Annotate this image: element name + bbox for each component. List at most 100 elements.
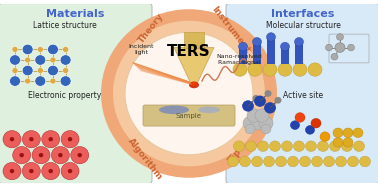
Text: Tip: Tip bbox=[226, 147, 243, 165]
Circle shape bbox=[63, 46, 69, 52]
Bar bbox=[295, 42, 303, 64]
Circle shape bbox=[10, 169, 14, 173]
Circle shape bbox=[288, 156, 299, 167]
Circle shape bbox=[12, 68, 18, 73]
Circle shape bbox=[266, 33, 276, 41]
Circle shape bbox=[13, 147, 31, 164]
Circle shape bbox=[234, 141, 245, 151]
Circle shape bbox=[25, 57, 31, 63]
Text: Incident
light: Incident light bbox=[128, 44, 154, 55]
Circle shape bbox=[22, 131, 40, 148]
Circle shape bbox=[37, 46, 43, 52]
Ellipse shape bbox=[113, 21, 265, 166]
Circle shape bbox=[276, 156, 287, 167]
Text: Materials: Materials bbox=[46, 9, 104, 19]
Circle shape bbox=[243, 116, 257, 130]
Circle shape bbox=[22, 162, 40, 180]
Circle shape bbox=[39, 153, 43, 157]
Circle shape bbox=[253, 38, 262, 46]
Circle shape bbox=[240, 156, 251, 167]
Circle shape bbox=[280, 42, 290, 51]
Circle shape bbox=[308, 63, 322, 76]
Circle shape bbox=[3, 131, 21, 148]
Circle shape bbox=[311, 156, 322, 167]
Circle shape bbox=[341, 141, 353, 151]
FancyBboxPatch shape bbox=[0, 4, 152, 184]
Circle shape bbox=[77, 153, 82, 157]
Circle shape bbox=[295, 113, 305, 122]
Circle shape bbox=[247, 109, 261, 122]
Circle shape bbox=[343, 128, 353, 138]
Circle shape bbox=[32, 147, 50, 164]
Circle shape bbox=[68, 169, 72, 173]
Circle shape bbox=[331, 53, 338, 60]
Circle shape bbox=[251, 156, 262, 167]
Bar bbox=[239, 46, 247, 64]
Circle shape bbox=[330, 141, 341, 151]
Text: Molecular structure: Molecular structure bbox=[266, 21, 341, 30]
Circle shape bbox=[299, 156, 310, 167]
Circle shape bbox=[324, 156, 335, 167]
Circle shape bbox=[35, 76, 46, 86]
Text: TERS: TERS bbox=[167, 44, 211, 59]
Circle shape bbox=[265, 103, 276, 113]
Text: Active site: Active site bbox=[283, 91, 323, 100]
Polygon shape bbox=[174, 48, 214, 86]
Bar bbox=[281, 46, 289, 64]
Text: Electronic property: Electronic property bbox=[28, 91, 102, 100]
Ellipse shape bbox=[159, 105, 189, 114]
Circle shape bbox=[259, 116, 273, 130]
Circle shape bbox=[270, 141, 280, 151]
Circle shape bbox=[9, 76, 20, 86]
Circle shape bbox=[68, 137, 72, 141]
Circle shape bbox=[245, 124, 255, 134]
Circle shape bbox=[274, 97, 282, 104]
Circle shape bbox=[261, 124, 271, 134]
Circle shape bbox=[257, 141, 268, 151]
Circle shape bbox=[37, 68, 43, 73]
Circle shape bbox=[239, 42, 248, 51]
Circle shape bbox=[12, 46, 18, 52]
Bar bbox=[184, 32, 204, 48]
Circle shape bbox=[60, 55, 71, 65]
Circle shape bbox=[291, 121, 299, 129]
Bar bbox=[253, 42, 261, 64]
Circle shape bbox=[243, 101, 254, 111]
Circle shape bbox=[48, 137, 53, 141]
Circle shape bbox=[9, 55, 20, 65]
Circle shape bbox=[336, 34, 344, 40]
Circle shape bbox=[278, 63, 292, 76]
Ellipse shape bbox=[198, 106, 220, 113]
Text: Instrument: Instrument bbox=[210, 5, 252, 56]
Circle shape bbox=[293, 141, 305, 151]
Circle shape bbox=[263, 63, 277, 76]
Circle shape bbox=[58, 153, 63, 157]
Ellipse shape bbox=[125, 32, 253, 155]
Text: Lattice structure: Lattice structure bbox=[33, 21, 97, 30]
Circle shape bbox=[50, 78, 56, 84]
Circle shape bbox=[336, 156, 347, 167]
Text: Algorithm: Algorithm bbox=[126, 136, 164, 181]
Circle shape bbox=[71, 147, 89, 164]
Circle shape bbox=[335, 43, 345, 52]
Ellipse shape bbox=[101, 9, 277, 178]
Circle shape bbox=[3, 162, 21, 180]
Ellipse shape bbox=[191, 81, 197, 86]
Bar bbox=[267, 37, 275, 64]
Circle shape bbox=[233, 63, 247, 76]
Circle shape bbox=[29, 137, 34, 141]
Circle shape bbox=[282, 141, 293, 151]
Circle shape bbox=[48, 169, 53, 173]
Circle shape bbox=[294, 38, 304, 46]
Circle shape bbox=[60, 76, 71, 86]
Circle shape bbox=[318, 141, 328, 151]
FancyBboxPatch shape bbox=[143, 105, 235, 126]
Circle shape bbox=[248, 63, 262, 76]
Circle shape bbox=[347, 156, 358, 167]
Circle shape bbox=[22, 44, 33, 55]
Circle shape bbox=[263, 156, 274, 167]
Circle shape bbox=[22, 65, 33, 76]
Text: Nano-resolved
Raman signal: Nano-resolved Raman signal bbox=[216, 54, 262, 65]
Circle shape bbox=[35, 55, 46, 65]
Circle shape bbox=[305, 141, 316, 151]
